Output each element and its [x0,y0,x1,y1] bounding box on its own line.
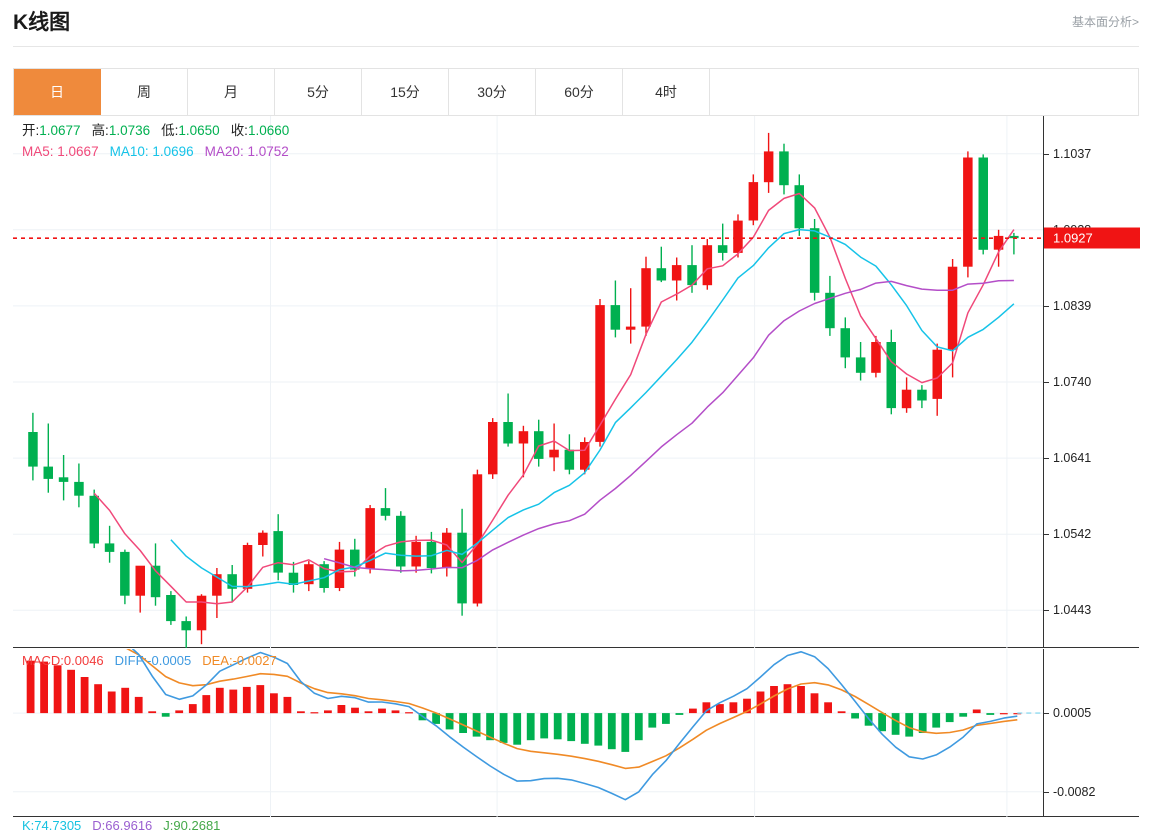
tab-bar-filler [710,69,1138,115]
price-axis-label: 1.0443 [1053,603,1092,618]
macd-svg [13,649,1043,817]
macd-axis-tick [1044,791,1049,793]
macd-axis-label: 0.0005 [1053,706,1092,721]
macd-axis: 0.0005 -0.0082 [1043,649,1139,816]
kdj-j-label: J: [163,818,174,833]
macd-axis-label: -0.0082 [1053,784,1096,799]
kdj-k-value: 74.7305 [34,818,82,833]
price-axis-tick [1044,610,1049,612]
price-axis-tick [1044,534,1049,536]
tab-15min[interactable]: 15分 [362,69,449,115]
price-axis-label: 1.0740 [1053,375,1092,389]
price-axis-tick [1044,382,1049,383]
kdj-k-label: K: [22,818,35,833]
tab-day[interactable]: 日 [14,69,101,115]
page-title: K线图 [13,11,71,34]
macd-plot-area[interactable] [13,649,1043,817]
candlestick-svg [13,116,1043,648]
price-axis-tick [1044,458,1049,460]
tab-4hour[interactable]: 4时 [623,69,710,115]
price-plot-area[interactable] [13,116,1043,648]
tab-60min[interactable]: 60分 [536,69,623,115]
page-header: K线图 基本面分析> [0,0,1152,47]
price-axis-label: 1.0542 [1053,527,1092,542]
kdj-legend: K:74.7305 D:66.9616 J:90.2681 [22,818,220,833]
macd-panel: MACD:0.0046 DIFF:-0.0005 DEA:-0.0027 0.000… [13,649,1139,817]
kdj-d-label: D: [92,818,106,833]
kdj-j-value: 90.2681 [173,818,221,833]
price-axis-tick [1044,153,1049,155]
price-axis-label: 1.0839 [1053,298,1092,313]
chart-frame: 开:1.0677 高:1.0736 低:1.0650 收:1.0660 MA5: 1.… [13,116,1140,836]
price-axis: 1.10371.09381.08391.07401.06411.05421.04… [1043,116,1140,647]
tab-5min[interactable]: 5分 [275,69,362,115]
tab-month[interactable]: 月 [188,69,275,115]
price-panel: 开:1.0677 高:1.0736 低:1.0650 收:1.0660 MA5: 1.… [13,116,1140,648]
fundamental-analysis-link[interactable]: 基本面分析> [1071,15,1139,29]
kdj-panel: K:74.7305 D:66.9616 J:90.2681 [13,818,1139,836]
macd-axis-tick [1044,713,1049,715]
price-axis-tick [1044,305,1049,307]
tab-30min[interactable]: 30分 [449,69,536,115]
price-axis-label: 1.0641 [1053,451,1092,466]
timeframe-tab-bar: 日 周 月 5分 15分 30分 60分 4时 [13,68,1139,116]
kdj-d-value: 66.9616 [105,818,153,833]
current-price-badge: 1.0927 [1044,227,1140,249]
header-divider [13,46,1139,47]
price-axis-label: 1.1037 [1053,146,1092,161]
tab-week[interactable]: 周 [101,69,188,115]
